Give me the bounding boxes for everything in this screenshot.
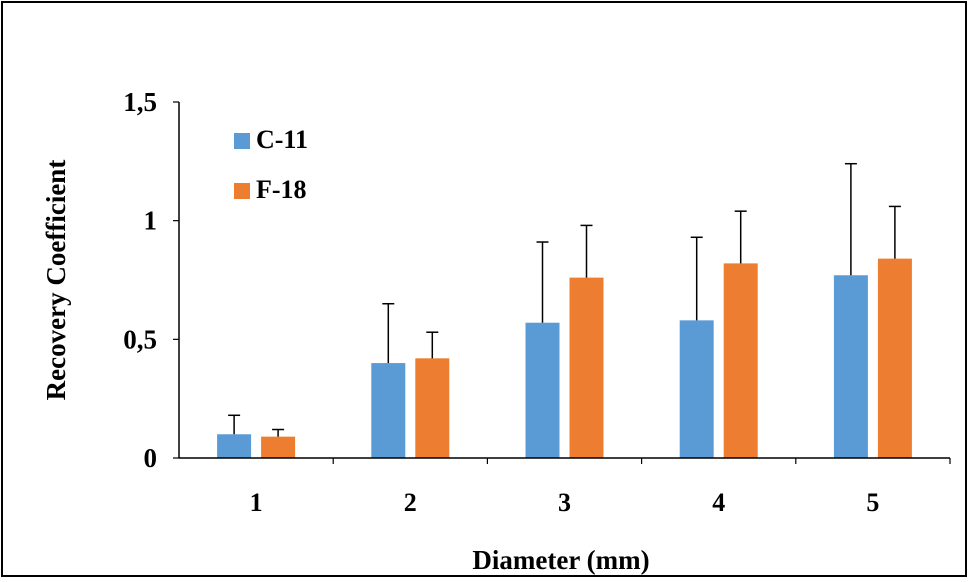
bar-c-11-5 (834, 275, 868, 458)
bar-f-18-3 (570, 278, 604, 458)
bar-c-11-1 (217, 434, 251, 458)
bar-c-11-3 (526, 323, 560, 458)
x-tick-label-1: 1 (250, 488, 263, 517)
legend-swatch-f-18 (234, 183, 250, 199)
x-tick-label-2: 2 (404, 488, 417, 517)
bar-chart: 0 0,5 1 1,5 1 2 3 4 5 C-11 F-18 Diameter (mm) Re… (3, 3, 969, 579)
legend-label-c-11: C-11 (256, 125, 308, 154)
bar-c-11-2 (371, 363, 405, 458)
y-tick-label: 0 (144, 443, 158, 473)
y-tick-label: 1 (144, 206, 158, 236)
x-ticks: 1 2 3 4 5 (250, 458, 950, 517)
y-axis-label: Recovery Coefficient (41, 160, 71, 401)
y-tick-label: 1,5 (123, 87, 157, 117)
legend: C-11 F-18 (234, 125, 308, 204)
x-axis-label: Diameter (mm) (472, 545, 649, 575)
error-bars-layer (228, 164, 901, 437)
legend-swatch-c-11 (234, 133, 250, 149)
bar-f-18-2 (415, 358, 449, 458)
bar-f-18-1 (261, 437, 295, 458)
bar-f-18-4 (724, 263, 758, 458)
x-tick-label-5: 5 (866, 488, 879, 517)
x-tick-label-4: 4 (712, 488, 725, 517)
bars-layer (217, 259, 912, 458)
y-tick-label: 0,5 (123, 324, 157, 354)
legend-label-f-18: F-18 (256, 175, 307, 204)
y-ticks: 0 0,5 1 1,5 (123, 87, 179, 473)
bar-f-18-5 (878, 259, 912, 458)
x-tick-label-3: 3 (558, 488, 571, 517)
bar-c-11-4 (680, 320, 714, 458)
